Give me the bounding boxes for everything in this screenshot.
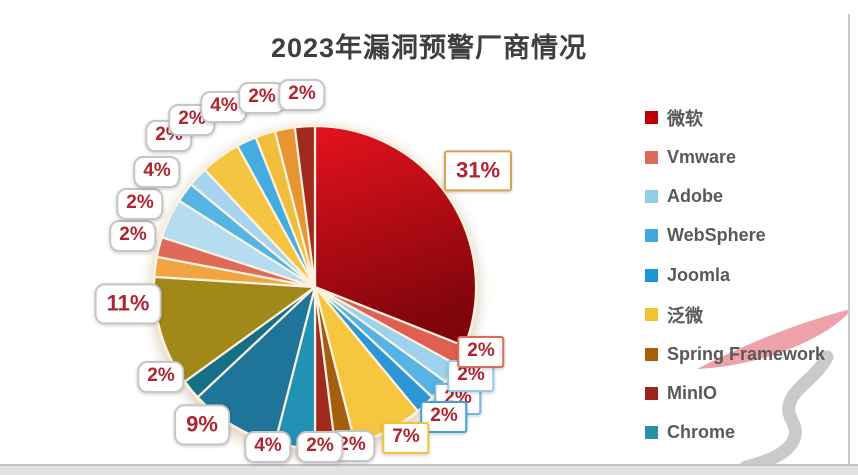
pie-slice xyxy=(293,124,317,289)
legend-swatch-icon xyxy=(645,308,658,322)
legend-label: Chrome xyxy=(667,422,736,443)
legend-swatch-icon xyxy=(645,189,658,203)
legend: 微软 Vmware Adobe WebSphere Joomla 泛微 Spring Fra… xyxy=(645,98,825,453)
legend-item: 泛微 xyxy=(645,295,825,334)
legend-swatch-icon xyxy=(645,111,658,125)
legend-item: 微软 xyxy=(645,98,825,137)
legend-label: 泛微 xyxy=(667,305,703,326)
legend-swatch-icon xyxy=(645,426,658,440)
legend-swatch-icon xyxy=(645,386,658,400)
watermark-gray-swoosh-icon xyxy=(739,350,834,474)
legend-label: 微软 xyxy=(667,108,703,129)
legend-swatch-icon xyxy=(645,150,658,164)
pie-slice-微软 xyxy=(313,124,478,348)
right-border-line xyxy=(848,14,850,464)
legend-swatch-icon xyxy=(645,347,658,361)
watermark-red-swoosh-icon xyxy=(697,309,851,369)
legend-swatch-icon xyxy=(645,229,658,243)
legend-label: MinIO xyxy=(667,382,717,403)
bottom-border-strip xyxy=(0,464,858,475)
chart-title: 2023年漏洞预警厂商情况 xyxy=(270,33,588,63)
legend-label: WebSphere xyxy=(667,225,766,246)
legend-item: MinIO xyxy=(645,374,825,413)
legend-item: Spring Framework xyxy=(645,334,825,373)
pie-slices xyxy=(152,124,478,450)
legend-item: WebSphere xyxy=(645,216,825,255)
legend-item: Chrome xyxy=(645,413,825,452)
legend-label: Adobe xyxy=(667,185,723,206)
legend-label: Spring Framework xyxy=(667,343,826,364)
legend-label: Vmware xyxy=(667,146,737,167)
legend-label: Joomla xyxy=(667,264,731,285)
legend-item: Vmware xyxy=(645,137,825,176)
legend-swatch-icon xyxy=(645,268,658,282)
legend-item: Adobe xyxy=(645,177,825,216)
legend-item: Joomla xyxy=(645,256,825,295)
